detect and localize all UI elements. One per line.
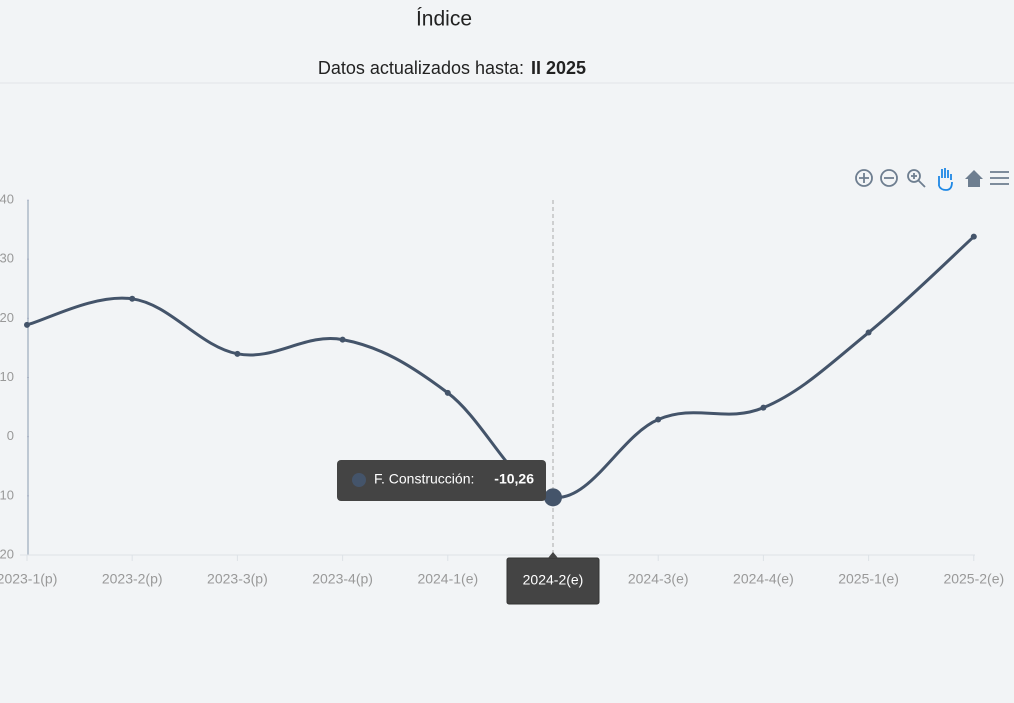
- point: [970, 233, 977, 240]
- x-tick-label: 2024-1(e): [417, 571, 478, 587]
- tooltip-series: F. Construcción:: [374, 471, 474, 487]
- tooltip: [337, 460, 546, 501]
- point: [234, 350, 241, 357]
- reset-button[interactable]: [965, 170, 983, 187]
- zoom-out-button[interactable]: [880, 169, 898, 187]
- point: [655, 416, 662, 423]
- point: [865, 329, 872, 336]
- y-tick-label: -10: [0, 487, 14, 502]
- subtitle: Datos actualizados hasta:: [318, 58, 524, 78]
- point: [760, 404, 767, 411]
- y-tick-label: 30: [0, 251, 14, 266]
- tooltip-value: -10,26: [494, 471, 534, 487]
- zoom-in-button[interactable]: [855, 169, 873, 187]
- x-tick-label: 2025-1(e): [838, 571, 899, 587]
- x-label-arrow: [548, 552, 558, 558]
- y-tick-label: -20: [0, 546, 14, 561]
- x-tick-label: 2023-4(p): [312, 571, 373, 587]
- toolbar: [855, 168, 1009, 191]
- zoom-select-button[interactable]: [907, 169, 926, 188]
- point: [24, 321, 30, 328]
- line: [26, 235, 975, 499]
- x-tick-label: 2023-2(p): [102, 571, 163, 587]
- x-tick-label: 2024-4(e): [733, 571, 794, 587]
- x-tick-label: 2024-2(e): [523, 572, 584, 588]
- y-tick-label: 10: [0, 369, 14, 384]
- y-tick-label: 40: [0, 191, 14, 206]
- x-tick-label: 2023-1(p): [0, 571, 57, 587]
- pan-button[interactable]: [938, 168, 953, 191]
- menu-button[interactable]: [990, 171, 1009, 185]
- y-tick-label: 0: [7, 428, 14, 443]
- title: Índice: [416, 8, 472, 31]
- x-tick-label: 2023-3(p): [207, 571, 268, 587]
- point: [444, 389, 451, 396]
- subtitle-value: II 2025: [531, 58, 586, 78]
- tooltip-marker: [352, 473, 366, 487]
- x-tick-label: 2025-2(e): [943, 571, 1004, 587]
- point: [339, 336, 346, 343]
- x-tick-label: 2024-3(e): [628, 571, 689, 587]
- point: [544, 488, 562, 507]
- y-tick-label: 20: [0, 310, 14, 325]
- point: [129, 295, 136, 302]
